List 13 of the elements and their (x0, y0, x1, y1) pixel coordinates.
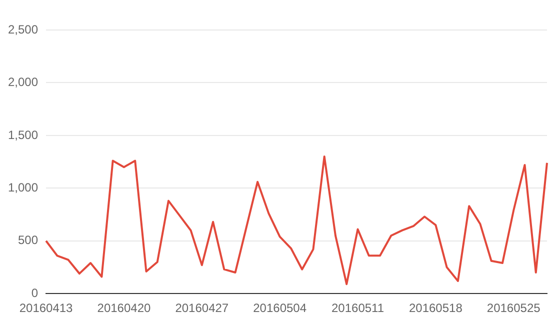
y-tick-label: 2,000 (8, 75, 38, 90)
y-tick-label: 2,500 (8, 22, 38, 36)
y-tick-label: 1,000 (8, 180, 38, 194)
x-tick-label: 20160511 (331, 301, 384, 316)
y-tick-label: 0 (31, 286, 38, 300)
y-tick-label: 500 (18, 233, 38, 248)
x-tick-label: 20160427 (175, 301, 229, 316)
x-tick-label: 20160504 (253, 301, 307, 316)
x-tick-label: 20160518 (408, 301, 463, 316)
x-tick-label: 20160525 (486, 301, 541, 316)
x-tick-label: 20160413 (19, 301, 74, 316)
y-tick-label: 1,500 (8, 128, 38, 142)
x-tick-label: 20160420 (97, 301, 151, 316)
